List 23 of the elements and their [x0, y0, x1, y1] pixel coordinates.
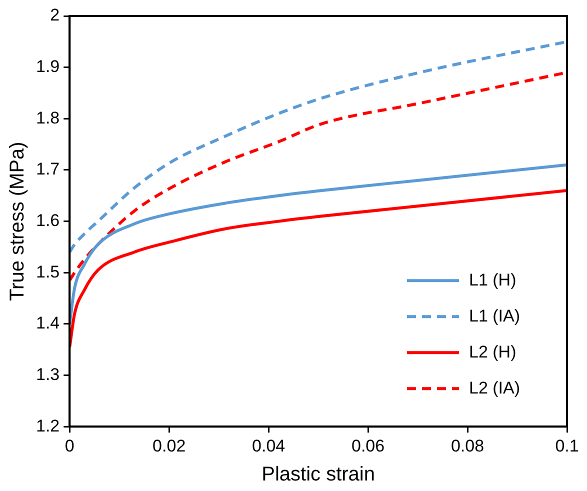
y-tick-label: 1.8 — [36, 108, 60, 128]
y-tick-label: 1.9 — [36, 57, 60, 76]
y-tick-label: 1.6 — [36, 210, 60, 230]
x-tick-label: 0 — [64, 436, 74, 456]
y-tick-label: 2 — [50, 6, 60, 25]
line-series — [70, 163, 567, 326]
legend-label: L1 (IA) — [469, 306, 520, 326]
x-tick-label: 0.06 — [352, 436, 385, 456]
line-series — [70, 40, 567, 254]
y-tick-label: 1.7 — [36, 160, 60, 179]
x-axis-title: Plastic strain — [262, 464, 376, 486]
y-tick-label: 1.4 — [36, 314, 60, 333]
legend-label: L2 (IA) — [469, 378, 520, 398]
legend-label: L1 (H) — [469, 270, 516, 290]
y-axis-title: True stress (MPa) — [6, 142, 29, 301]
y-tick-label: 1.5 — [36, 262, 60, 282]
x-tick-label: 0.04 — [252, 436, 286, 456]
x-tick-label: 0.1 — [555, 436, 579, 456]
y-tick-label: 1.2 — [36, 416, 60, 436]
y-tick-label: 1.3 — [36, 364, 60, 384]
x-tick-label: 0.08 — [450, 436, 484, 456]
x-tick-label: 0.02 — [152, 436, 186, 456]
legend-label: L2 (H) — [469, 342, 516, 362]
